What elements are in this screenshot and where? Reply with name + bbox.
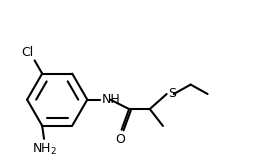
Text: S: S: [169, 87, 176, 100]
Text: NH$_2$: NH$_2$: [32, 142, 57, 157]
Text: NH: NH: [101, 93, 120, 106]
Text: O: O: [116, 134, 125, 146]
Text: Cl: Cl: [21, 46, 34, 59]
